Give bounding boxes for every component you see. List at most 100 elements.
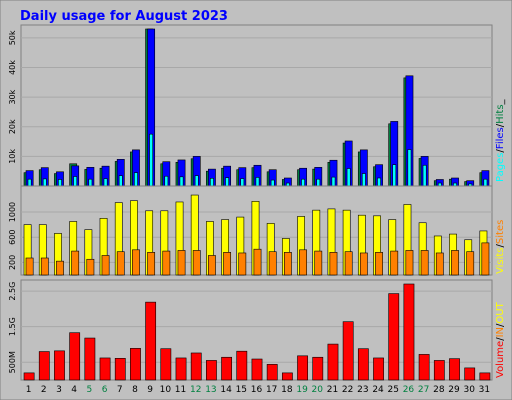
legend-entry-pages: Pages bbox=[495, 153, 506, 182]
legend-separator: / bbox=[495, 323, 506, 327]
x-tick-label: 6 bbox=[102, 385, 108, 395]
bar-sites-day-14 bbox=[223, 252, 232, 276]
x-tick-label: 25 bbox=[388, 385, 399, 395]
bar-sites-day-25 bbox=[390, 250, 399, 276]
bar-sites-day-2 bbox=[40, 257, 49, 276]
bar-volume-day-7 bbox=[114, 358, 126, 381]
y-tick-label: 200 bbox=[8, 255, 17, 270]
bar-volume-day-20 bbox=[312, 356, 324, 381]
bar-pages-day-1 bbox=[27, 178, 32, 187]
x-tick-label: 28 bbox=[433, 385, 445, 395]
x-tick-label: 10 bbox=[160, 385, 172, 395]
bar-sites-day-8 bbox=[132, 249, 140, 276]
bar-sites-day-27 bbox=[420, 250, 429, 276]
x-tick-label: 31 bbox=[479, 385, 490, 395]
bar-sites-day-15 bbox=[238, 252, 247, 276]
legend-volume-in-out: Volume/IN/OUT bbox=[495, 301, 506, 378]
bar-sites-day-6 bbox=[101, 255, 110, 276]
bar-pages-day-20 bbox=[316, 178, 321, 187]
bar-volume-day-21 bbox=[327, 343, 339, 381]
y-tick-label: 30k bbox=[8, 89, 17, 104]
x-tick-label: 4 bbox=[71, 385, 77, 395]
bar-volume-day-17 bbox=[266, 364, 278, 381]
panel-visits-sites: 200 600 1000 bbox=[8, 185, 493, 276]
bar-pages-day-23 bbox=[361, 173, 366, 187]
x-tick-label: 29 bbox=[448, 385, 460, 395]
bar-sites-day-1 bbox=[25, 257, 34, 276]
bar-pages-day-13 bbox=[210, 177, 214, 187]
x-tick-label: 19 bbox=[296, 385, 308, 395]
bar-pages-day-26 bbox=[407, 149, 412, 187]
legend-separator: / bbox=[495, 123, 506, 127]
bar-pages-day-5 bbox=[88, 178, 93, 187]
y-tick-label: 2.5G bbox=[8, 282, 17, 301]
bar-sites-day-23 bbox=[359, 252, 368, 276]
x-tick-label: 11 bbox=[175, 385, 186, 395]
bar-pages-day-31 bbox=[483, 178, 488, 187]
bar-pages-day-8 bbox=[134, 172, 138, 187]
bar-pages-day-4 bbox=[73, 176, 78, 187]
y-tick-label: 40k bbox=[8, 60, 17, 75]
bar-sites-day-9 bbox=[147, 252, 156, 276]
x-tick-label: 27 bbox=[418, 385, 429, 395]
x-tick-label: 3 bbox=[56, 385, 62, 395]
bar-volume-day-13 bbox=[206, 360, 217, 381]
bar-pages-day-25 bbox=[392, 164, 397, 187]
bar-volume-day-27 bbox=[418, 354, 430, 381]
panel-volume-in-out: 500M 1.5G 2.5G bbox=[8, 279, 493, 381]
bar-sites-day-17 bbox=[268, 251, 277, 276]
bar-sites-day-12 bbox=[192, 250, 201, 276]
bar-volume-day-24 bbox=[373, 357, 384, 381]
bar-volume-day-6 bbox=[99, 357, 111, 381]
bar-pages-day-14 bbox=[225, 177, 230, 187]
legend-entry-out: OUT bbox=[495, 301, 506, 323]
legend-entry-hits: Hits bbox=[495, 104, 506, 123]
bar-sites-day-31 bbox=[481, 242, 490, 276]
legend-entry-in: IN bbox=[495, 327, 506, 337]
legend-entry-sites: Sites bbox=[495, 220, 506, 244]
bar-sites-day-21 bbox=[329, 252, 338, 276]
bar-sites-day-11 bbox=[177, 250, 186, 276]
y-tick-label: 50k bbox=[8, 30, 17, 45]
bar-volume-day-31 bbox=[479, 372, 491, 381]
bar-volume-day-9 bbox=[145, 301, 157, 381]
legend-entry-volume: Volume bbox=[495, 341, 506, 378]
bar-volume-day-22 bbox=[342, 321, 354, 381]
bar-volume-day-5 bbox=[84, 337, 96, 381]
legend-entry-files: Files bbox=[495, 127, 506, 149]
bar-pages-day-24 bbox=[377, 177, 381, 187]
x-tick-label: 16 bbox=[251, 385, 263, 395]
bar-sites-day-28 bbox=[435, 252, 444, 276]
x-tick-label: 20 bbox=[312, 385, 324, 395]
bar-sites-day-13 bbox=[208, 255, 216, 276]
legends: Pages/Files/Hits_Visits/SitesVolume/IN/O… bbox=[495, 98, 506, 378]
x-tick-label: 21 bbox=[327, 385, 338, 395]
bar-sites-day-3 bbox=[56, 260, 64, 276]
bar-sites-day-26 bbox=[405, 250, 414, 276]
x-tick-label: 15 bbox=[236, 385, 247, 395]
x-tick-label: 8 bbox=[132, 385, 138, 395]
bar-pages-day-21 bbox=[331, 176, 336, 187]
bar-volume-day-15 bbox=[236, 350, 248, 381]
bar-sites-day-5 bbox=[86, 258, 95, 276]
bar-volume-day-19 bbox=[297, 355, 308, 381]
y-tick-label: 1000 bbox=[8, 202, 17, 222]
bar-sites-day-24 bbox=[375, 252, 383, 276]
bar-sites-day-30 bbox=[466, 251, 475, 276]
legend-suffix: _ bbox=[495, 98, 506, 105]
bar-volume-day-11 bbox=[175, 357, 187, 381]
y-tick-label: 20k bbox=[8, 119, 17, 134]
x-tick-label: 17 bbox=[266, 385, 277, 395]
bar-volume-day-4 bbox=[69, 332, 81, 381]
bar-sites-day-10 bbox=[162, 250, 171, 276]
x-tick-label: 30 bbox=[463, 385, 475, 395]
y-tick-label: 600 bbox=[8, 230, 17, 245]
bar-pages-day-17 bbox=[270, 179, 275, 187]
bar-pages-day-19 bbox=[301, 178, 305, 187]
legend-hits-files-pages: Pages/Files/Hits_ bbox=[495, 98, 506, 182]
x-tick-label: 26 bbox=[403, 385, 415, 395]
legend-visits-sites: Visits/Sites bbox=[495, 220, 506, 274]
legend-entry-visits: Visits bbox=[495, 247, 506, 274]
bar-pages-day-11 bbox=[179, 176, 184, 187]
